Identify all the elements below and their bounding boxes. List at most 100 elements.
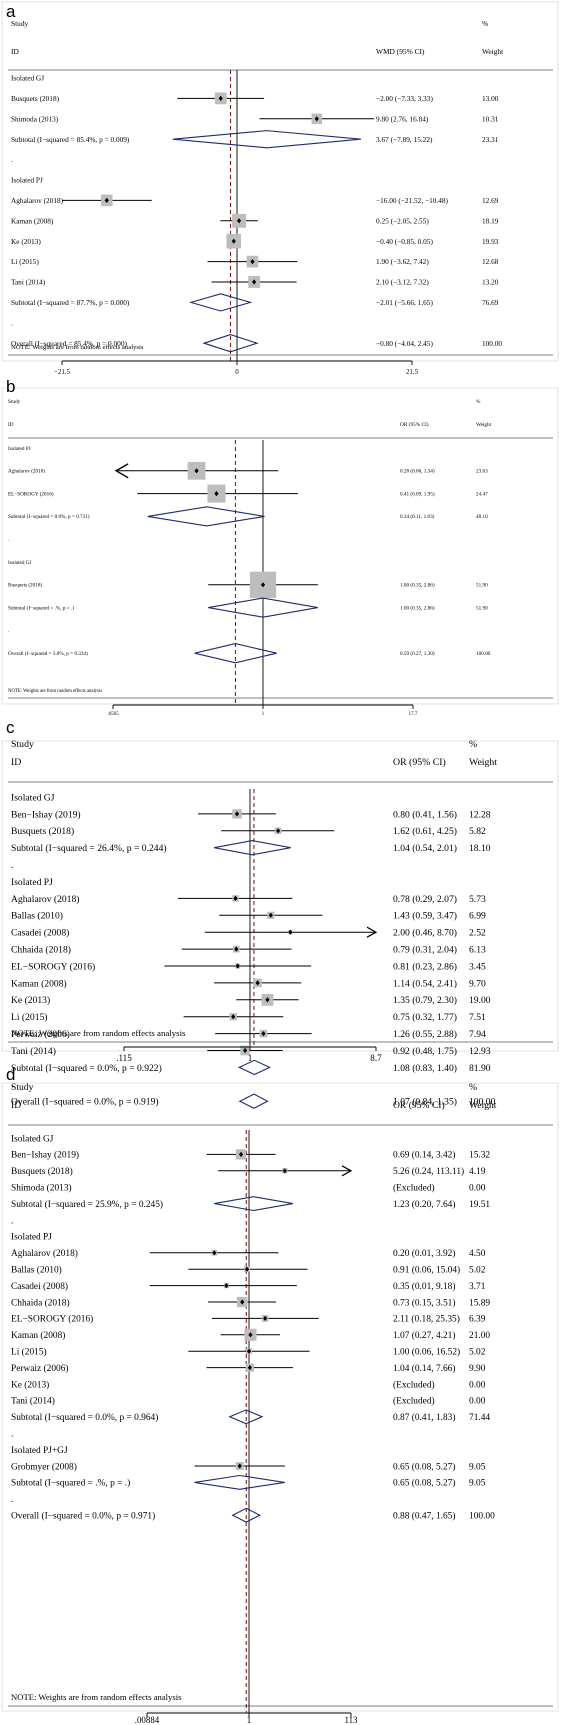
point-estimate-marker	[214, 491, 219, 497]
row-ci-text: 1.07 (0.27, 4.21)	[393, 1330, 456, 1341]
row-label: Isolated GJ	[11, 1134, 54, 1144]
row-subtotal: Subtotal (I−squared = 0.0%, p = 0.964) 0.…	[11, 1409, 490, 1425]
row-label: Overall (I−squared = 3.8%, p = 0.334)	[8, 650, 88, 657]
panel-frame	[1, 1082, 559, 1712]
row-weight-text: 19.00	[469, 995, 491, 1006]
row-subtotal: Subtotal (I−squared = 0.0%, p = 0.922) 1.…	[11, 1059, 491, 1076]
header-study: Study	[8, 399, 21, 405]
row-weight-text: 13.00	[482, 94, 499, 103]
row-ci-text: 0.65 (0.08, 5.27)	[393, 1461, 456, 1472]
row-ci-text: 9.80 (2.76, 16.84)	[376, 114, 429, 123]
row-weight-text: 19.93	[482, 237, 499, 246]
row-group: Isolated GJ	[8, 560, 31, 566]
row-excluded: Tani (2014) (Excluded) 0.00	[11, 1396, 486, 1407]
row-label: Isolated GJ	[11, 792, 55, 803]
row-weight-text: 100.00	[469, 1511, 495, 1521]
point-estimate-marker	[104, 197, 109, 203]
row-label: .	[11, 318, 13, 327]
panel-letter: c	[6, 718, 15, 737]
row-ci-text: 0.91 (0.06, 15.04)	[393, 1264, 460, 1275]
row-label: Li (2015)	[11, 1346, 47, 1357]
point-estimate-marker	[251, 279, 257, 285]
row-ci-text: (Excluded)	[393, 1396, 435, 1407]
row-label: Ballas (2010)	[11, 1264, 62, 1275]
row-weight-text: 100.00	[482, 339, 502, 348]
row-weight-text: 3.45	[469, 961, 486, 972]
ci-arrow-left	[114, 463, 129, 479]
row-study: Kaman (2008) 0.25 (−2.05, 2.55) 18.19	[11, 213, 499, 228]
row-label: Li (2015)	[11, 1012, 48, 1023]
row-label: .	[11, 155, 13, 164]
header-weight: Weight	[482, 47, 504, 56]
row-subtotal: Subtotal (I−squared = 87.7%, p = 0.000) −…	[11, 293, 499, 312]
point-estimate-marker	[263, 1315, 268, 1321]
row-label: Isolated PJ	[8, 446, 31, 452]
point-estimate-marker	[250, 259, 255, 265]
row-weight-text: 4.19	[469, 1167, 486, 1177]
row-dot: .	[11, 1216, 13, 1226]
row-ci-text: 0.65 (0.08, 5.27)	[393, 1478, 456, 1489]
point-estimate-marker	[237, 1463, 242, 1469]
row-group: Isolated GJ	[11, 1134, 54, 1144]
point-estimate-marker	[234, 811, 240, 817]
row-dot: .	[11, 318, 13, 327]
point-estimate-marker	[244, 1266, 250, 1272]
point-estimate-marker	[231, 1014, 236, 1020]
row-study: Busquets (2018) 5.26 (0.24, 113.11) 4.19	[11, 1165, 486, 1177]
row-dot: .	[8, 628, 9, 634]
row-study: EL−SOROGY (2016) 0.81 (0.23, 2.86) 3.45	[11, 961, 486, 972]
row-label: Isolated PJ+GJ	[11, 1446, 68, 1456]
point-estimate-marker	[194, 468, 199, 474]
row-ci-text: 1.35 (0.79, 2.30)	[393, 995, 457, 1006]
row-label: Casadei (2008)	[11, 928, 69, 939]
row-study: Ke (2013) 1.35 (0.79, 2.30) 19.00	[11, 993, 491, 1006]
x-tick-label: .00884	[135, 1715, 160, 1725]
row-weight-text: 81.90	[469, 1063, 491, 1074]
row-ci-text: 3.67 (−7.89, 15.22)	[376, 135, 433, 144]
row-weight-text: 6.99	[469, 911, 486, 922]
row-ci-text: (Excluded)	[393, 1182, 435, 1193]
point-estimate-marker	[275, 828, 281, 834]
ci-arrow-right	[366, 926, 378, 938]
row-weight-text: 19.51	[469, 1200, 490, 1210]
row-label: .	[11, 1080, 13, 1091]
row-subtotal: Subtotal (I−squared = 25.9%, p = 0.245) 1…	[11, 1196, 490, 1212]
row-label: Overall (I−squared = 85.4%, p = 0.000)	[11, 339, 127, 348]
row-label: Subtotal (I−squared = 26.4%, p = 0.244)	[11, 843, 167, 854]
row-weight-text: 15.32	[469, 1151, 490, 1161]
row-weight-text: 21.00	[469, 1331, 490, 1341]
row-label: Grobmyer (2008)	[11, 1461, 77, 1472]
row-label: EL−SOROGY (2016)	[11, 1314, 93, 1325]
row-label: Subtotal (I−squared = 87.7%, p = 0.000)	[11, 298, 130, 307]
row-dot: .	[11, 1495, 13, 1505]
weights-note: NOTE: Weights are from random effects an…	[11, 344, 144, 351]
x-tick-label: 1	[248, 1053, 253, 1063]
row-ci-text: (Excluded)	[393, 1379, 435, 1390]
row-study: Aghalarov (2018) 0.28 (0.06, 1.34) 23.63	[8, 461, 488, 480]
row-weight-text: 2.52	[469, 928, 486, 939]
row-excluded: Shimoda (2013) (Excluded) 0.00	[11, 1182, 486, 1193]
row-label: EL−SOROGY (2016)	[11, 961, 95, 972]
point-estimate-marker	[314, 116, 319, 122]
x-tick-label: .0565	[107, 712, 119, 717]
row-ci-text: 1.26 (0.55, 2.88)	[393, 1029, 457, 1040]
x-tick-label: 17.7	[409, 712, 418, 717]
row-ci-text: 1.62 (0.61, 4.25)	[393, 826, 457, 837]
point-estimate-marker	[246, 1348, 252, 1354]
row-weight-text: 51.90	[476, 605, 488, 611]
row-label: Subtotal (I−squared = 0.0%, p = 0.721)	[8, 513, 90, 520]
row-overall: Overall (I−squared = 3.8%, p = 0.334) 0.5…	[8, 643, 491, 664]
point-estimate-marker	[212, 1250, 217, 1256]
header-id: ID	[11, 1100, 21, 1111]
x-tick-label: 1	[262, 712, 265, 717]
row-weight-text: 5.02	[469, 1265, 486, 1275]
panel-letter: b	[6, 377, 15, 396]
subtotal-diamond	[213, 840, 291, 856]
row-study: Casadei (2008) 2.00 (0.46, 8.70) 2.52	[11, 926, 486, 939]
point-estimate-marker	[247, 1365, 252, 1371]
row-weight-text: 18.10	[469, 843, 491, 854]
row-weight-text: 12.68	[482, 257, 499, 266]
row-weight-text: 0.00	[469, 1397, 486, 1407]
